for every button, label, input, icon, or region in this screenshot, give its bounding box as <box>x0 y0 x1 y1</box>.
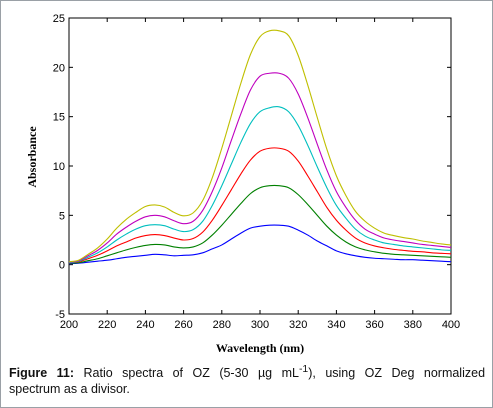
caption-line-2: spectrum as a divisor. <box>9 382 130 397</box>
x-tick-label: 280 <box>213 319 231 331</box>
series-line-4 <box>68 106 452 264</box>
caption-line-1: Figure 11: Ratio spectra of OZ (5-30 µg … <box>9 362 485 381</box>
x-tick-label: 400 <box>442 319 460 331</box>
caption-superscript: -1 <box>298 364 309 375</box>
y-tick-label: 5 <box>59 210 65 222</box>
x-axis: 200 220 240 260 280 300 320 340 360 380 400 <box>60 18 460 331</box>
plot-area <box>68 17 452 315</box>
y-tick-label: 10 <box>53 161 65 173</box>
series-line-1 <box>68 224 452 265</box>
x-tick-label: 360 <box>365 319 383 331</box>
series-group <box>68 29 452 265</box>
series-line-6 <box>68 29 452 263</box>
x-tick-label: 220 <box>98 319 116 331</box>
x-tick-label: 320 <box>289 319 307 331</box>
x-tick-label: 200 <box>60 319 78 331</box>
x-tick-label: 260 <box>174 319 192 331</box>
y-tick-label: 15 <box>53 112 65 124</box>
x-tick-label: 240 <box>136 319 154 331</box>
y-tick-label: -5 <box>55 309 65 321</box>
series-line-3 <box>68 147 452 264</box>
caption-label: Figure 11: <box>9 366 75 381</box>
y-tick-label: 25 <box>53 13 65 25</box>
figure-caption: Figure 11: Ratio spectra of OZ (5-30 µg … <box>9 362 485 397</box>
y-tick-label: 20 <box>53 62 65 74</box>
x-axis-title: Wavelength (nm) <box>216 341 304 355</box>
y-axis-title: Absorbance <box>25 126 39 188</box>
series-line-5 <box>68 72 452 263</box>
series-line-2 <box>68 184 452 264</box>
caption-text-1-tail: ), using OZ Deg normalized <box>308 366 486 381</box>
caption-text-1: Ratio spectra of OZ (5-30 µg mL <box>74 366 299 381</box>
x-tick-label: 340 <box>327 319 345 331</box>
y-axis: -5 0 5 10 15 20 25 <box>53 13 451 321</box>
x-tick-label: 300 <box>251 319 269 331</box>
y-tick-label: 0 <box>59 260 65 272</box>
x-tick-label: 380 <box>404 319 422 331</box>
